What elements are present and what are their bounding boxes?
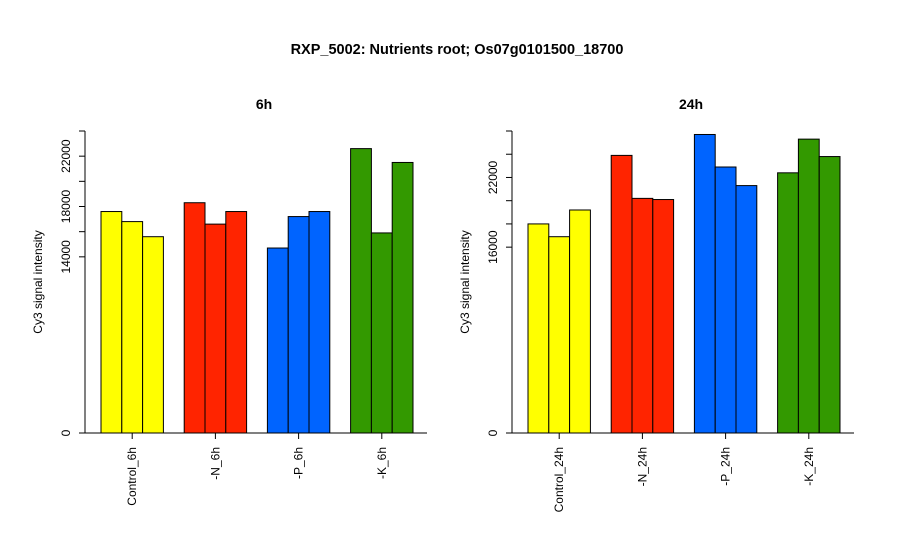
bar-Control_6h-2 — [121, 221, 144, 434]
bar--P_6h-1 — [266, 247, 289, 434]
x-tick-label--K_24h: -K_24h — [802, 447, 816, 486]
bar--K_6h-1 — [350, 148, 372, 434]
bar--K_24h-2 — [797, 138, 820, 434]
y-tick-label-6h: 14000 — [59, 240, 73, 274]
bar--N_6h-1 — [183, 202, 206, 434]
bar--K_24h-3 — [818, 156, 841, 434]
bar-Control_24h-2 — [548, 236, 571, 434]
bar--N_24h-3 — [652, 199, 675, 434]
bar-Control_24h-3 — [569, 209, 591, 434]
x-tick-label--K_6h: -K_6h — [375, 447, 389, 479]
bar--K_6h-2 — [370, 232, 393, 434]
bar--P_6h-2 — [287, 216, 310, 434]
x-tick-label--N_6h: -N_6h — [208, 447, 222, 480]
bar--N_24h-2 — [631, 197, 654, 434]
bar--K_24h-1 — [777, 172, 799, 434]
y-tick-label-24h: 16000 — [486, 230, 500, 264]
x-tick-label-Control_24h: Control_24h — [552, 447, 566, 512]
bar--P_24h-3 — [735, 185, 758, 434]
y-tick-label-24h: 0 — [486, 429, 500, 436]
x-tick-label--P_24h: -P_24h — [719, 447, 733, 486]
bar--P_24h-1 — [693, 133, 716, 434]
y-axis-label-6h: Cy3 signal intensity — [31, 230, 45, 333]
y-axis-label-24h: Cy3 signal intensity — [458, 230, 472, 333]
chart-title: RXP_5002: Nutrients root; Os07g0101500_1… — [291, 42, 624, 58]
x-tick-label--N_24h: -N_24h — [635, 447, 649, 486]
bar-Control_6h-1 — [100, 211, 123, 434]
bar-Control_24h-1 — [527, 223, 550, 434]
x-tick-label--P_6h: -P_6h — [292, 447, 306, 479]
x-tick-label-Control_6h: Control_6h — [125, 447, 139, 506]
y-tick-label-6h: 0 — [59, 429, 73, 436]
y-tick-label-24h: 22000 — [486, 160, 500, 194]
panel-title-24h: 24h — [679, 96, 703, 112]
bar--N_6h-2 — [204, 223, 227, 434]
bar--P_24h-2 — [714, 166, 737, 434]
panel-title-6h: 6h — [256, 96, 272, 112]
panel-6h: 6h Cy3 signal intensity 0 14000 18000 22000… — [31, 96, 427, 506]
panel-24h: 24h Cy3 signal intensity 0 16000 22000 Cont… — [458, 96, 854, 512]
bar--P_6h-3 — [308, 211, 331, 434]
y-tick-label-6h: 22000 — [59, 139, 73, 173]
bar--N_24h-1 — [610, 154, 633, 434]
bar--K_6h-3 — [391, 161, 414, 434]
bar-Control_6h-3 — [142, 236, 164, 434]
bar--N_6h-3 — [225, 211, 248, 434]
y-tick-label-6h: 18000 — [59, 189, 73, 223]
